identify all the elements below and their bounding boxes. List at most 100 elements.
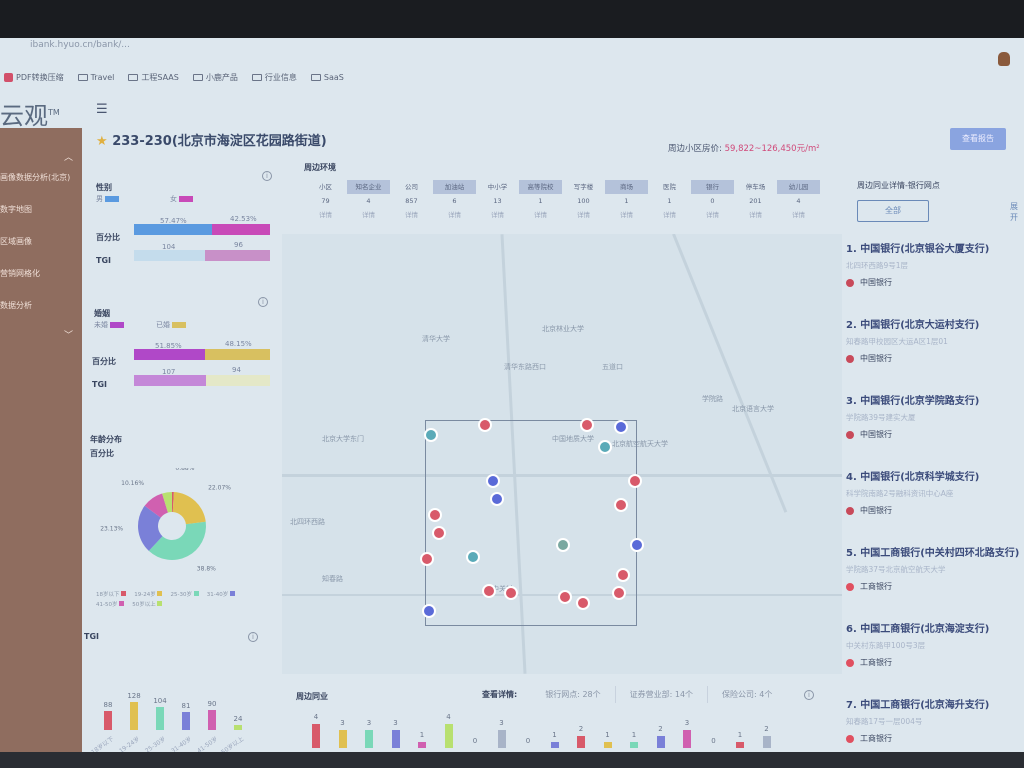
chevron-down-icon[interactable]: ﹀ <box>64 331 74 341</box>
peer-bar[interactable] <box>656 736 665 748</box>
bank-marker-icon[interactable] <box>486 474 500 488</box>
peer-bar[interactable] <box>736 742 744 748</box>
env-detail-link[interactable]: 详情 <box>319 211 332 219</box>
sidebar-item-digital-map[interactable]: 数字地图 <box>0 205 32 214</box>
bookmark[interactable]: 工程SAAS <box>128 72 179 83</box>
bank-marker-icon[interactable] <box>490 492 504 506</box>
peer-bar[interactable] <box>603 742 612 748</box>
peer-bar[interactable] <box>683 730 691 748</box>
tgi-bar[interactable] <box>234 724 242 730</box>
bookmark[interactable]: Travel <box>77 73 114 82</box>
menu-toggle-icon[interactable]: ☰ <box>96 102 108 117</box>
donut-slice[interactable] <box>138 505 163 551</box>
chevron-up-icon[interactable]: ︿ <box>64 153 74 163</box>
peer-bar[interactable] <box>338 730 347 748</box>
env-detail-link[interactable]: 详情 <box>534 211 547 219</box>
bank-marker-icon[interactable] <box>504 586 518 600</box>
env-detail-link[interactable]: 详情 <box>362 211 375 219</box>
sidebar-item-grid-marketing[interactable]: 营销网格化 <box>0 269 40 278</box>
info-icon[interactable]: i <box>258 297 268 307</box>
peer-bar[interactable] <box>630 742 638 748</box>
bank-marker-icon[interactable] <box>482 584 496 598</box>
bank-name[interactable]: 4. 中国银行(北京科学城支行) <box>846 472 980 483</box>
tgi-bar[interactable] <box>130 701 138 730</box>
bookmark[interactable]: 行业信息 <box>251 72 297 83</box>
sidebar-item-data-analysis[interactable]: 数据分析 <box>0 301 32 310</box>
peer-bar[interactable] <box>365 730 373 748</box>
peer-bar[interactable] <box>418 742 426 748</box>
env-detail-link[interactable]: 详情 <box>448 211 461 219</box>
tab-securities[interactable]: 证券营业部: 14个 <box>616 686 709 703</box>
bank-name[interactable]: 5. 中国工商银行(中关村四环北路支行) <box>846 548 1020 559</box>
sidebar-item-region-profile[interactable]: 区域画像 <box>0 237 32 246</box>
bank-marker-icon[interactable] <box>422 604 436 618</box>
url-bar[interactable]: ibank.hyuo.cn/bank/... <box>30 40 130 50</box>
bank-marker-icon[interactable] <box>576 596 590 610</box>
filter-all-button[interactable]: 全部 <box>857 200 929 222</box>
bank-marker-icon[interactable] <box>556 538 570 552</box>
bookmark[interactable]: PDF转换压缩 <box>4 72 64 83</box>
bank-marker-icon[interactable] <box>432 526 446 540</box>
bank-marker-icon[interactable] <box>466 550 480 564</box>
peer-bar[interactable] <box>444 724 453 748</box>
sidebar-item-profile-analysis[interactable]: 画像数据分析(北京) <box>0 173 71 182</box>
bank-list-item[interactable]: 3. 中国银行(北京学院路支行) 学院路39号建实大厦 中国银行 <box>846 392 1024 440</box>
expand-link[interactable]: 展开 <box>1010 202 1018 222</box>
legend-item[interactable]: 50岁以上 <box>132 600 163 608</box>
tgi-bar[interactable] <box>104 710 112 730</box>
bank-name[interactable]: 6. 中国工商银行(北京海淀支行) <box>846 624 990 635</box>
bank-name[interactable]: 3. 中国银行(北京学院路支行) <box>846 396 980 407</box>
user-avatar-icon[interactable] <box>998 52 1010 66</box>
legend-item[interactable]: 19-24岁 <box>134 590 163 598</box>
env-detail-link[interactable]: 详情 <box>620 211 633 219</box>
bank-marker-icon[interactable] <box>612 586 626 600</box>
bookmark[interactable]: SaaS <box>310 73 344 82</box>
legend-item[interactable]: 41-50岁 <box>96 600 125 608</box>
env-detail-link[interactable]: 详情 <box>663 211 676 219</box>
bank-marker-icon[interactable] <box>614 498 628 512</box>
bank-marker-icon[interactable] <box>616 568 630 582</box>
bank-marker-icon[interactable] <box>420 552 434 566</box>
bank-name[interactable]: 7. 中国工商银行(北京海升支行) <box>846 700 990 711</box>
info-icon[interactable]: i <box>262 171 272 181</box>
star-icon[interactable]: ★ <box>96 134 108 149</box>
view-report-button[interactable]: 查看报告 <box>950 128 1006 150</box>
tab-insurance[interactable]: 保险公司: 4个 <box>722 690 773 699</box>
bank-marker-icon[interactable] <box>478 418 492 432</box>
donut-slice[interactable] <box>144 493 168 518</box>
env-detail-link[interactable]: 详情 <box>792 211 805 219</box>
peer-bar[interactable] <box>391 730 400 748</box>
bank-list-item[interactable]: 7. 中国工商银行(北京海升支行) 知春路17号一层004号 工商银行 <box>846 696 1024 744</box>
tab-banks[interactable]: 银行网点: 28个 <box>531 686 616 703</box>
peer-bar[interactable] <box>312 724 320 748</box>
bank-name[interactable]: 1. 中国银行(北京银谷大厦支行) <box>846 244 990 255</box>
bank-list-item[interactable]: 1. 中国银行(北京银谷大厦支行) 北四环西路9号1层 中国银行 <box>846 240 1024 288</box>
peer-bar[interactable] <box>577 736 585 748</box>
bank-list-item[interactable]: 5. 中国工商银行(中关村四环北路支行) 学院路37号北京航空航天大学 工商银行 <box>846 544 1024 592</box>
tgi-bar[interactable] <box>208 710 216 730</box>
peer-bar[interactable] <box>762 736 771 748</box>
info-icon[interactable]: i <box>804 690 814 700</box>
env-detail-link[interactable]: 详情 <box>577 211 590 219</box>
bank-marker-icon[interactable] <box>614 420 628 434</box>
info-icon[interactable]: i <box>248 632 258 642</box>
legend-item[interactable]: 31-40岁 <box>207 590 235 598</box>
legend-item[interactable]: 25-30岁 <box>170 590 199 598</box>
env-detail-link[interactable]: 详情 <box>491 211 504 219</box>
bank-marker-icon[interactable] <box>428 508 442 522</box>
donut-slice[interactable] <box>172 492 174 513</box>
donut-slice[interactable] <box>148 521 206 560</box>
donut-slice[interactable] <box>172 492 206 525</box>
peer-bar[interactable] <box>497 730 506 748</box>
bank-marker-icon[interactable] <box>580 418 594 432</box>
bank-marker-icon[interactable] <box>424 428 438 442</box>
env-detail-link[interactable]: 详情 <box>706 211 719 219</box>
bank-marker-icon[interactable] <box>598 440 612 454</box>
bank-list-item[interactable]: 2. 中国银行(北京大运村支行) 知春路甲校园区大运A区1层01 中国银行 <box>846 316 1024 364</box>
bank-list-item[interactable]: 6. 中国工商银行(北京海淀支行) 中关村东路甲100号3层 工商银行 <box>846 620 1024 668</box>
bank-marker-icon[interactable] <box>628 474 642 488</box>
legend-item[interactable]: 18岁以下 <box>96 590 127 598</box>
selected-grid-area[interactable] <box>425 420 637 626</box>
env-detail-link[interactable]: 详情 <box>749 211 762 219</box>
bank-marker-icon[interactable] <box>630 538 644 552</box>
